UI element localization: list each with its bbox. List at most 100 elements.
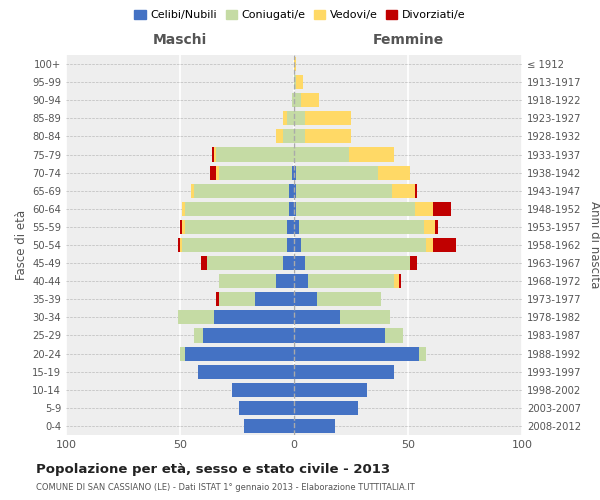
Bar (214, 148, 217, 162)
Bar (296, 75, 303, 89)
Bar (203, 328, 294, 342)
Bar (287, 238, 294, 252)
Bar (399, 274, 401, 288)
Bar (180, 238, 182, 252)
Bar (208, 256, 283, 270)
Bar (194, 184, 289, 198)
Bar (219, 166, 292, 179)
Bar (289, 202, 294, 216)
Bar (232, 382, 294, 397)
Bar (182, 238, 287, 252)
Bar (191, 184, 194, 198)
Text: Maschi: Maschi (153, 34, 207, 48)
Bar (294, 382, 367, 397)
Bar (296, 184, 392, 198)
Bar (294, 166, 296, 179)
Bar (182, 220, 185, 234)
Legend: Celibi/Nubili, Coniugati/e, Vedovi/e, Divorziati/e: Celibi/Nubili, Coniugati/e, Vedovi/e, Di… (130, 6, 470, 25)
Bar (294, 256, 305, 270)
Bar (283, 112, 287, 126)
Bar (301, 93, 319, 108)
Text: Popolazione per età, sesso e stato civile - 2013: Popolazione per età, sesso e stato civil… (36, 462, 390, 475)
Bar (340, 310, 390, 324)
Bar (379, 166, 410, 179)
Bar (289, 184, 294, 198)
Text: Femmine: Femmine (373, 34, 443, 48)
Bar (296, 202, 415, 216)
Bar (185, 220, 287, 234)
Bar (214, 310, 294, 324)
Bar (424, 220, 436, 234)
Bar (433, 238, 456, 252)
Bar (178, 310, 214, 324)
Bar (217, 292, 219, 306)
Bar (436, 220, 437, 234)
Bar (305, 112, 351, 126)
Bar (305, 130, 351, 143)
Bar (349, 148, 394, 162)
Bar (294, 238, 301, 252)
Bar (287, 112, 294, 126)
Bar (294, 57, 296, 71)
Bar (301, 238, 426, 252)
Bar (308, 274, 394, 288)
Bar (294, 184, 296, 198)
Bar (180, 346, 185, 360)
Bar (182, 202, 185, 216)
Bar (305, 256, 410, 270)
Bar (294, 274, 308, 288)
Bar (294, 328, 385, 342)
Y-axis label: Anni di nascita: Anni di nascita (588, 202, 600, 288)
Bar (415, 184, 417, 198)
Bar (394, 274, 399, 288)
Bar (185, 202, 289, 216)
Bar (415, 202, 433, 216)
Bar (292, 166, 294, 179)
Bar (294, 202, 296, 216)
Bar (276, 130, 283, 143)
Text: COMUNE DI SAN CASSIANO (LE) - Dati ISTAT 1° gennaio 2013 - Elaborazione TUTTITAL: COMUNE DI SAN CASSIANO (LE) - Dati ISTAT… (36, 482, 415, 492)
Bar (217, 148, 294, 162)
Bar (219, 292, 255, 306)
Bar (419, 346, 426, 360)
Bar (294, 112, 305, 126)
Bar (212, 148, 214, 162)
Bar (294, 292, 317, 306)
Bar (200, 256, 208, 270)
Bar (294, 346, 419, 360)
Bar (294, 130, 305, 143)
Y-axis label: Fasce di età: Fasce di età (15, 210, 28, 280)
Bar (209, 166, 217, 179)
Bar (296, 166, 379, 179)
Bar (239, 401, 294, 415)
Bar (180, 220, 182, 234)
Bar (410, 256, 417, 270)
Bar (283, 130, 294, 143)
Bar (294, 93, 301, 108)
Bar (287, 220, 294, 234)
Bar (299, 220, 424, 234)
Bar (294, 220, 299, 234)
Bar (292, 93, 294, 108)
Bar (185, 346, 294, 360)
Bar (294, 401, 358, 415)
Bar (255, 292, 294, 306)
Bar (217, 166, 219, 179)
Bar (178, 238, 180, 252)
Bar (294, 310, 340, 324)
Bar (294, 419, 335, 433)
Bar (433, 202, 451, 216)
Bar (244, 419, 294, 433)
Bar (317, 292, 380, 306)
Bar (198, 364, 294, 378)
Bar (392, 184, 415, 198)
Bar (283, 256, 294, 270)
Bar (276, 274, 294, 288)
Bar (194, 328, 203, 342)
Bar (426, 238, 433, 252)
Bar (294, 364, 394, 378)
Bar (385, 328, 403, 342)
Bar (294, 148, 349, 162)
Bar (294, 75, 296, 89)
Bar (219, 274, 276, 288)
